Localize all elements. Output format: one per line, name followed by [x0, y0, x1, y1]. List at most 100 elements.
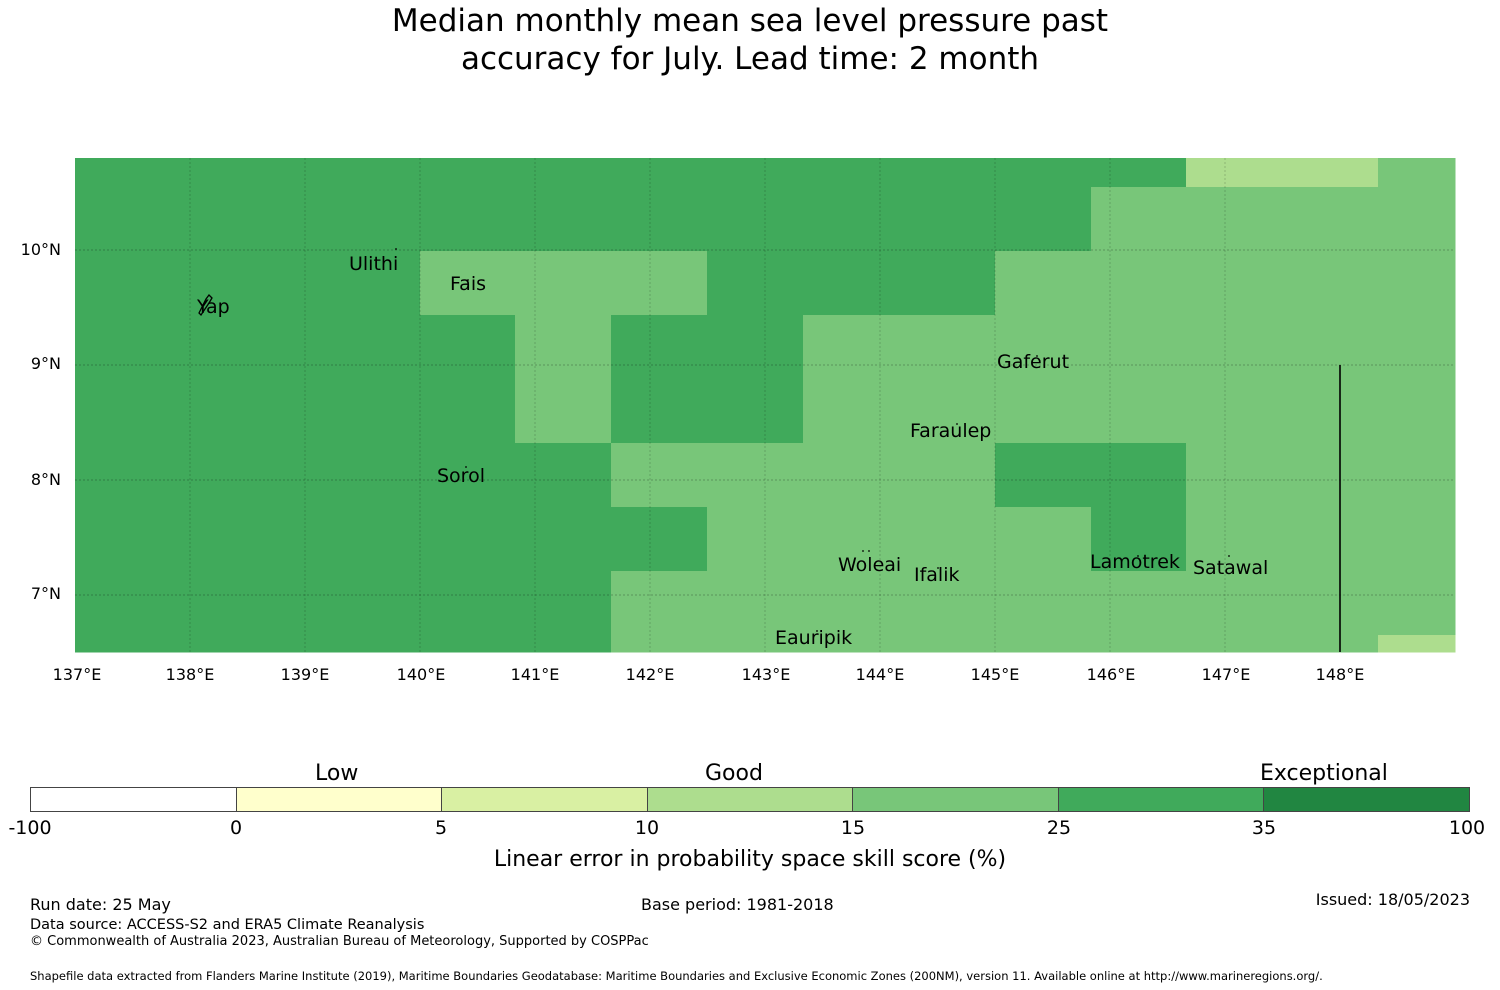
grid-cell — [75, 158, 171, 188]
grid-cell — [75, 379, 171, 444]
colorbar-tick: 5 — [434, 817, 448, 839]
grid-cell — [360, 507, 421, 572]
lon-tick: 142°E — [625, 665, 675, 684]
island-dot — [956, 423, 958, 425]
chart-title: Median monthly mean sea level pressure p… — [0, 2, 1500, 78]
grid-cells — [75, 158, 1456, 653]
grid-cell — [707, 315, 804, 380]
island-dot — [1137, 555, 1139, 557]
grid-cell — [1282, 251, 1379, 316]
colorbar-swatch — [236, 788, 443, 811]
grid-cell — [1378, 251, 1456, 316]
island-dot — [816, 630, 818, 632]
lon-tick: 139°E — [280, 665, 330, 684]
grid-cell — [1282, 443, 1379, 508]
grid-cell — [995, 635, 1092, 653]
grid-cell — [515, 251, 612, 316]
map-features — [198, 248, 1341, 652]
island-dot — [395, 248, 397, 250]
grid-cell — [1282, 315, 1379, 380]
island-dot — [868, 550, 870, 552]
grid-cell — [265, 635, 361, 653]
data-source: Data source: ACCESS-S2 and ERA5 Climate … — [30, 917, 425, 933]
grid-cell — [899, 251, 996, 316]
grid-cell — [170, 443, 266, 508]
lon-tick: 147°E — [1201, 665, 1251, 684]
grid-cell — [899, 379, 996, 444]
grid-cell — [75, 635, 171, 653]
colorbar-tick: 25 — [1046, 817, 1072, 839]
grid-cell — [707, 443, 804, 508]
grid-cell — [515, 571, 612, 636]
grid-cell — [1378, 158, 1456, 188]
grid-cell — [1186, 158, 1283, 188]
grid-cell — [515, 158, 612, 188]
place-label-fais: Fais — [450, 273, 487, 295]
grid-cell — [1378, 571, 1456, 636]
category-good: Good — [705, 761, 763, 786]
grid-cell — [803, 507, 900, 572]
grid-cell — [420, 379, 516, 444]
place-label-ifalik: Ifalik — [914, 564, 960, 586]
category-exceptional: Exceptional — [1260, 761, 1388, 786]
grid-cell — [420, 251, 516, 316]
grid-cell — [899, 315, 996, 380]
grid-cell — [899, 507, 996, 572]
grid-cell — [803, 187, 900, 252]
place-label-eauripik: Eauripik — [775, 627, 853, 649]
grid-cell — [360, 635, 421, 653]
colorbar-tick: 100 — [1448, 817, 1486, 839]
grid-cell — [265, 251, 361, 316]
island-dot — [937, 567, 939, 569]
grid-cell — [611, 315, 708, 380]
grid-cell — [265, 379, 361, 444]
grid-cell — [707, 251, 804, 316]
colorbar-tick: 15 — [840, 817, 866, 839]
lat-tick: 7°N — [30, 584, 61, 603]
grid-cell — [1186, 187, 1283, 252]
grid-cell — [611, 571, 708, 636]
place-label-lamotrek: Lamotrek — [1090, 551, 1180, 573]
grid-cell — [995, 379, 1092, 444]
colorbar-tick: -100 — [8, 817, 52, 839]
grid-cell — [1282, 158, 1379, 188]
island-dot — [862, 550, 864, 552]
grid-cell — [899, 635, 996, 653]
grid-cell — [899, 571, 996, 636]
grid-cell — [420, 443, 516, 508]
graticule — [75, 158, 1455, 652]
colorbar-label: Linear error in probability space skill … — [493, 847, 1007, 872]
grid-cell — [360, 251, 421, 316]
grid-cell — [360, 379, 421, 444]
grid-cell — [1186, 443, 1283, 508]
grid-cell — [360, 187, 421, 252]
grid-cell — [170, 379, 266, 444]
lon-tick: 146°E — [1086, 665, 1136, 684]
lon-tick: 137°E — [52, 665, 102, 684]
grid-cell — [995, 571, 1092, 636]
grid-cell — [515, 507, 612, 572]
grid-cell — [265, 507, 361, 572]
island-dot — [467, 279, 469, 281]
grid-cell — [515, 379, 612, 444]
grid-cell — [803, 443, 900, 508]
island-dot — [465, 466, 467, 468]
lon-tick: 143°E — [741, 665, 791, 684]
grid-cell — [170, 187, 266, 252]
grid-cell — [1378, 315, 1456, 380]
lon-tick: 138°E — [165, 665, 215, 684]
grid-cell — [515, 443, 612, 508]
lat-tick: 9°N — [30, 354, 61, 373]
grid-cell — [803, 251, 900, 316]
grid-cell — [360, 571, 421, 636]
grid-cell — [75, 507, 171, 572]
grid-cell — [803, 571, 900, 636]
grid-cell — [1091, 315, 1187, 380]
grid-cell — [75, 443, 171, 508]
place-label-gaferut: Gaferut — [997, 351, 1070, 373]
grid-cell — [420, 315, 516, 380]
grid-cell — [1091, 251, 1187, 316]
colorbar-swatch — [647, 788, 854, 811]
grid-cell — [611, 443, 708, 508]
island-dot — [1228, 555, 1230, 557]
